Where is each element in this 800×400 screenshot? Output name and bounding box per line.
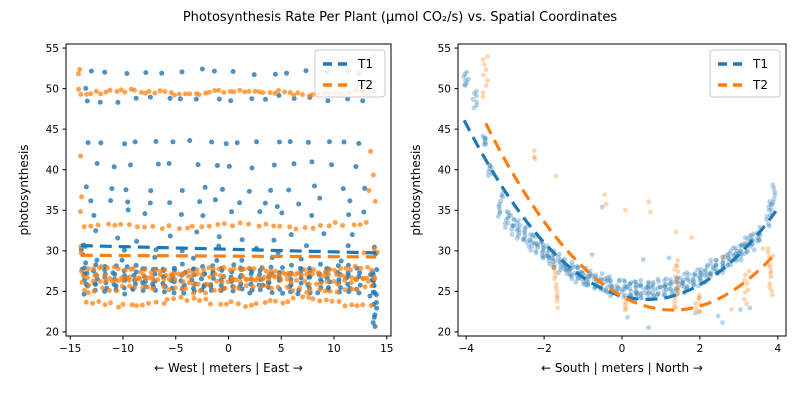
legend-label-t1: T1 xyxy=(357,57,373,71)
x-tick-label: −5 xyxy=(168,343,183,355)
y-tick-label: 55 xyxy=(46,43,59,55)
y-axis-label: photosynthesis xyxy=(17,144,31,235)
x-tick-label: 5 xyxy=(278,343,285,355)
y-axis-label: photosynthesis xyxy=(409,144,423,235)
y-tick-label: 50 xyxy=(438,83,451,95)
y-tick-label: 35 xyxy=(438,205,451,217)
y-tick-label: 20 xyxy=(46,327,59,339)
x-tick-label: 2 xyxy=(697,343,704,355)
y-tick-label: 20 xyxy=(438,327,451,339)
legend-box xyxy=(709,49,781,98)
x-axis-label: ← West | meters | East → xyxy=(154,361,303,375)
x-tick-label: 0 xyxy=(225,343,232,355)
x-tick-label: 10 xyxy=(327,343,340,355)
y-tick-label: 50 xyxy=(46,83,59,95)
y-tick-label: 45 xyxy=(438,124,451,136)
legend-label-t2: T2 xyxy=(752,78,768,92)
x-tick-label: −15 xyxy=(59,343,81,355)
y-tick-label: 25 xyxy=(438,286,451,298)
x-tick-label: −4 xyxy=(458,343,474,355)
x-axis-label: ← South | meters | North → xyxy=(541,361,703,375)
y-tick-label: 40 xyxy=(46,164,59,176)
y-tick-label: 55 xyxy=(438,43,451,55)
figure-title: Photosynthesis Rate Per Plant (μmol CO₂/… xyxy=(182,10,618,25)
y-tick-label: 25 xyxy=(46,286,59,298)
y-tick-label: 40 xyxy=(438,164,451,176)
y-tick-label: 45 xyxy=(46,124,59,136)
y-tick-label: 30 xyxy=(46,246,59,258)
x-tick-label: −2 xyxy=(536,343,551,355)
x-tick-label: 4 xyxy=(774,343,781,355)
x-tick-label: 0 xyxy=(619,343,626,355)
legend-box xyxy=(314,49,386,98)
x-tick-label: 15 xyxy=(380,343,393,355)
legend-label-t2: T2 xyxy=(357,78,373,92)
legend-label-t1: T1 xyxy=(752,57,768,71)
y-tick-label: 35 xyxy=(46,205,59,217)
x-tick-label: −10 xyxy=(112,343,134,355)
y-tick-label: 30 xyxy=(438,246,451,258)
